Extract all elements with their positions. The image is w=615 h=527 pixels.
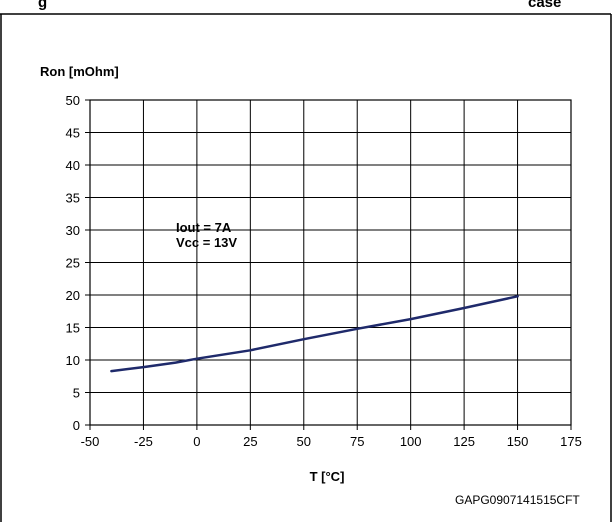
y-tick-label: 5 (73, 386, 80, 401)
x-tick-label: 25 (243, 434, 257, 449)
y-tick-label: 0 (73, 418, 80, 433)
x-tick-label: -50 (81, 434, 100, 449)
grid (89, 99, 572, 426)
y-tick-label: 25 (66, 256, 80, 271)
y-axis-label: Ron [mOhm] (40, 64, 119, 79)
x-axis-label: T [°C] (310, 469, 345, 484)
x-tick-label: 75 (350, 434, 364, 449)
annotation-line-1: Iout = 7A (176, 220, 232, 235)
x-tick-label: 150 (507, 434, 529, 449)
annotation-line-2: Vcc = 13V (176, 235, 237, 250)
x-tick-label: 100 (400, 434, 422, 449)
header-fragment-right: case (528, 0, 562, 11)
y-tick-label: 40 (66, 158, 80, 173)
x-tick-label: 0 (193, 434, 200, 449)
y-tick-label: 35 (66, 191, 80, 206)
y-tick-label: 50 (66, 93, 80, 108)
series-layer (110, 295, 519, 373)
plot-area-border (89, 99, 572, 426)
header-fragment-left: g (38, 0, 48, 11)
y-tick-label: 20 (66, 288, 80, 303)
series-line-0 (110, 295, 519, 373)
x-tick-label: -25 (134, 434, 153, 449)
x-tick-label: 125 (453, 434, 475, 449)
y-tick-label: 30 (66, 223, 80, 238)
x-tick-label: 175 (560, 434, 582, 449)
y-tick-label: 45 (66, 126, 80, 141)
axes (85, 99, 572, 430)
y-tick-label: 15 (66, 321, 80, 336)
figure-id: GAPG0907141515CFT (455, 493, 580, 507)
x-tick-label: 50 (297, 434, 311, 449)
tick-labels: 0 5 10 15 20 25 30 35 40 45 50 -50 -25 0 25 50 75 100 125 1… (66, 93, 582, 449)
y-tick-label: 10 (66, 353, 80, 368)
